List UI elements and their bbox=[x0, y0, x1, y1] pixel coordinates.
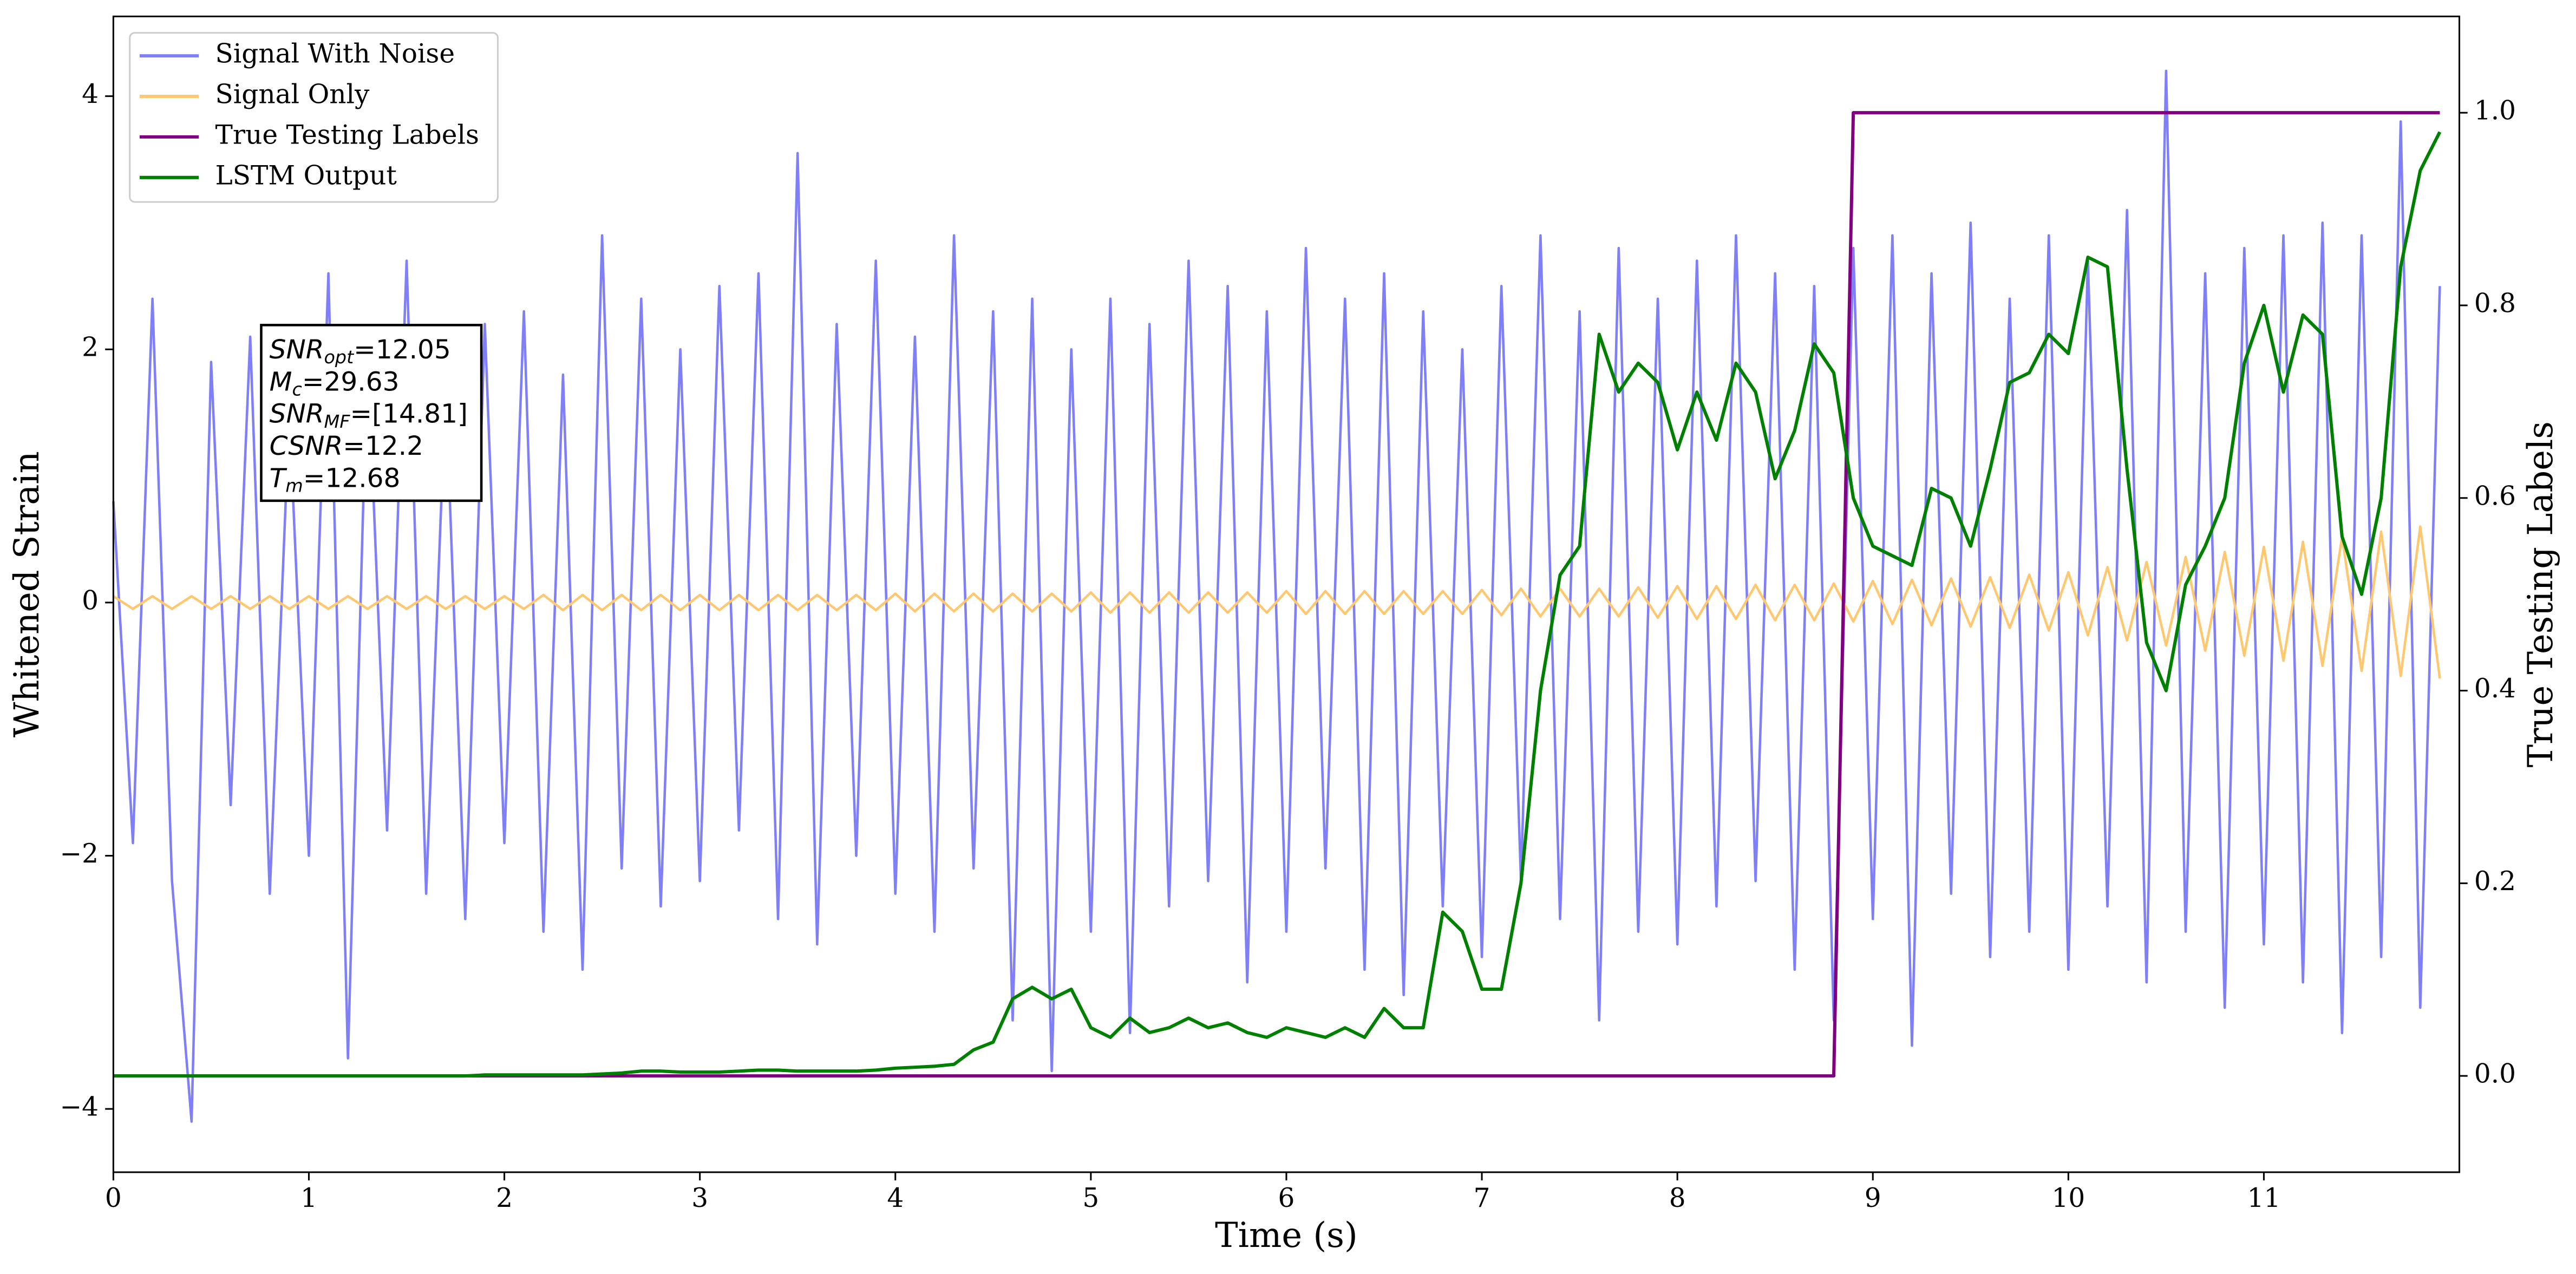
annotation-subscript: opt bbox=[324, 347, 355, 368]
annotation-value: =29.63 bbox=[302, 367, 400, 397]
legend-label: True Testing Labels bbox=[215, 120, 479, 150]
x-tick-label: 6 bbox=[1278, 1183, 1295, 1213]
annotation-subscript: c bbox=[292, 378, 302, 400]
legend: Signal With Noise Signal Only True Testing… bbox=[129, 32, 499, 203]
x-tick-label: 0 bbox=[105, 1183, 122, 1213]
annotation: SNRopt=12.05Mc=29.63SNRMF=[14.81]CSNR=12… bbox=[260, 324, 483, 502]
y2-tick-label: 1.0 bbox=[2474, 96, 2516, 126]
annotation-symbol: SNR bbox=[270, 335, 324, 365]
annotation-subscript: MF bbox=[324, 410, 350, 432]
annotation-line: SNRMF=[14.81] bbox=[270, 399, 468, 432]
y-axis-label: Whitened Strain bbox=[7, 451, 47, 737]
annotation-box bbox=[260, 324, 483, 502]
x-tick-label: 8 bbox=[1669, 1183, 1686, 1213]
y-tick-label: −4 bbox=[60, 1092, 99, 1122]
annotation-line: Tm=12.68 bbox=[270, 463, 401, 496]
x-tick-label: 7 bbox=[1474, 1183, 1490, 1213]
y2-axis-label: True Testing Labels bbox=[2521, 421, 2561, 767]
y2-tick-label: 0.8 bbox=[2474, 289, 2516, 319]
y2-tick-label: 0.2 bbox=[2474, 866, 2516, 897]
series-line bbox=[112, 69, 2441, 1123]
x-tick-label: 1 bbox=[300, 1183, 317, 1213]
x-tick-label: 5 bbox=[1082, 1183, 1099, 1213]
legend-label: LSTM Output bbox=[215, 160, 397, 191]
x-axis-label: Time (s) bbox=[1215, 1216, 1358, 1256]
x-tick-label: 2 bbox=[496, 1183, 513, 1213]
x-tick-label: 9 bbox=[1865, 1183, 1881, 1213]
annotation-line: CSNR=12.2 bbox=[270, 431, 423, 461]
annotation-symbol: T bbox=[270, 463, 287, 494]
legend-label: Signal With Noise bbox=[215, 39, 455, 69]
x-tick-label: 11 bbox=[2247, 1183, 2281, 1213]
annotation-value: =12.2 bbox=[343, 431, 423, 461]
annotation-value: =[14.81] bbox=[350, 399, 467, 429]
annotation-value: =12.05 bbox=[354, 335, 451, 365]
series-line bbox=[113, 131, 2442, 1078]
x-tick-label: 3 bbox=[691, 1183, 708, 1213]
series-line bbox=[113, 525, 2441, 679]
y2-tick-label: 0.4 bbox=[2474, 674, 2516, 704]
y2-tick-label: 0.0 bbox=[2474, 1059, 2516, 1089]
x-tick-label: 4 bbox=[887, 1183, 904, 1213]
x-tick-label: 10 bbox=[2051, 1183, 2085, 1213]
y-tick-label: 2 bbox=[82, 332, 99, 363]
annotation-symbol: M bbox=[270, 367, 292, 397]
annotation-value: =12.68 bbox=[303, 463, 401, 494]
legend-box bbox=[129, 32, 499, 203]
annotation-line: Mc=29.63 bbox=[270, 367, 400, 400]
y2-tick-label: 0.6 bbox=[2474, 481, 2516, 511]
y-tick-label: −2 bbox=[60, 839, 99, 869]
annotation-subscript: m bbox=[285, 475, 303, 496]
annotation-symbol: SNR bbox=[270, 399, 324, 429]
y-tick-label: 4 bbox=[82, 79, 99, 109]
y-tick-label: 0 bbox=[82, 585, 99, 616]
annotation-line: SNRopt=12.05 bbox=[270, 335, 451, 368]
plot-area bbox=[112, 69, 2442, 1123]
annotation-symbol: CSNR bbox=[270, 431, 343, 461]
legend-label: Signal Only bbox=[215, 80, 370, 110]
